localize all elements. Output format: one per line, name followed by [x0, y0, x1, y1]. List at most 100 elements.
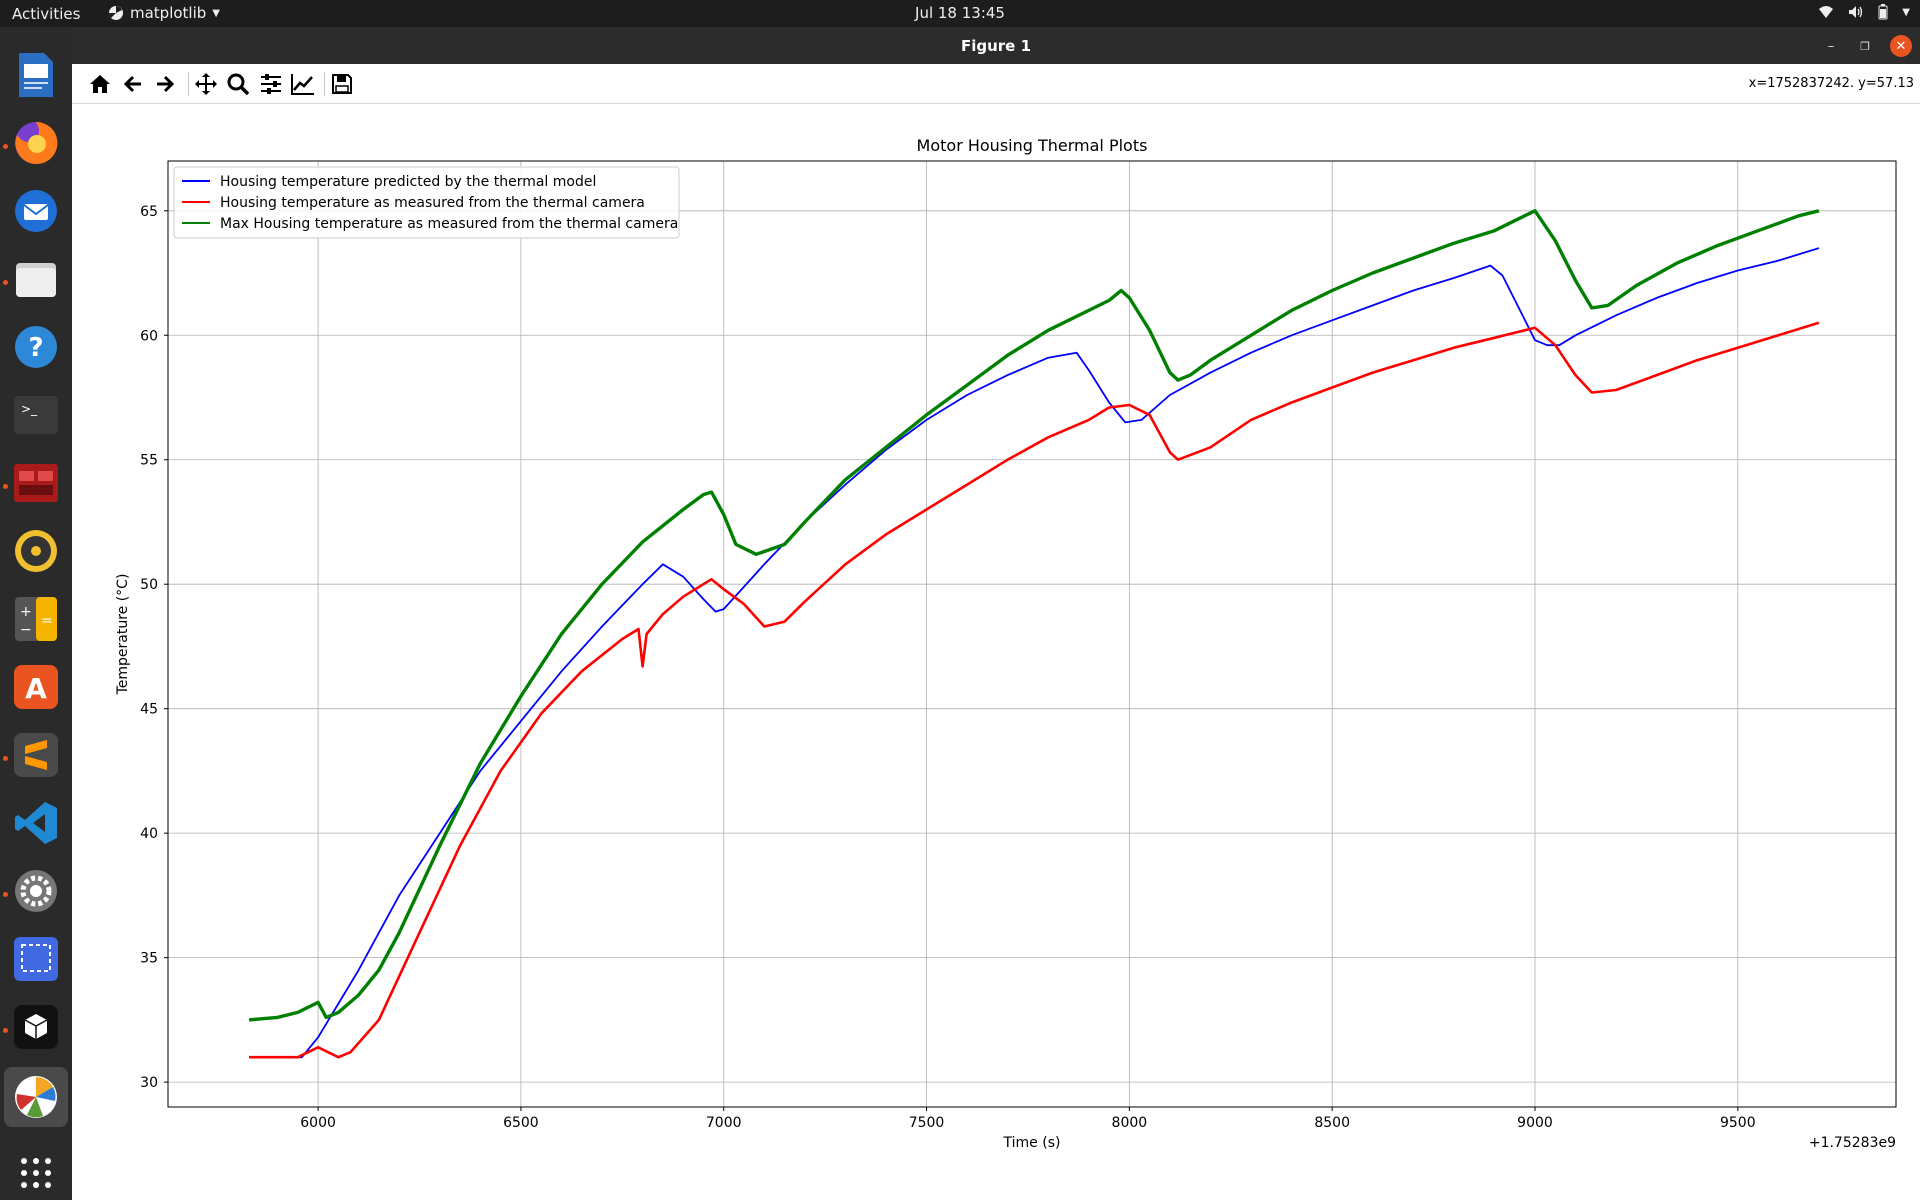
running-indicator [3, 144, 8, 149]
red-app-icon[interactable] [10, 457, 62, 509]
legend-entry-label: Max Housing temperature as measured from… [220, 216, 678, 232]
top-bar: Activities matplotlib ▼ Jul 18 13:45 ▼ [0, 0, 1920, 27]
svg-text:>_: >_ [21, 402, 38, 416]
chart-title: Motor Housing Thermal Plots [917, 136, 1148, 155]
series-lines [248, 209, 1820, 1059]
legend-entry-label: Housing temperature as measured from the… [220, 195, 645, 211]
activities-button[interactable]: Activities [12, 5, 81, 23]
zoom-icon [227, 73, 249, 95]
power-menu-chevron-icon: ▼ [1902, 6, 1910, 18]
y-tick-label: 55 [140, 453, 158, 469]
save-button[interactable] [328, 70, 356, 98]
close-icon: ✕ [1895, 38, 1907, 54]
y-axis-label: Temperature (°C) [115, 574, 131, 696]
back-icon [123, 75, 141, 93]
app-menu[interactable]: matplotlib ▼ [108, 4, 220, 22]
firefox-icon[interactable] [10, 117, 62, 169]
matplotlib-dock-icon[interactable] [4, 1067, 68, 1127]
configure-subplots-button[interactable] [257, 70, 285, 98]
wifi-icon [1819, 6, 1834, 18]
figure-canvas[interactable]: 6000 6500 7000 7500 8000 8500 9000 9500 30 35 40 45… [72, 104, 1920, 1200]
running-indicator [3, 484, 8, 489]
svg-text:−: − [20, 622, 32, 638]
y-tick-label: 40 [140, 826, 158, 842]
y-tick-label: 30 [140, 1075, 158, 1091]
y-tick-label: 60 [140, 328, 158, 344]
svg-text:?: ? [28, 333, 43, 363]
restore-icon: ❐ [1860, 39, 1870, 53]
configure-subplots-icon [261, 74, 281, 94]
files-icon[interactable] [10, 253, 62, 305]
zoom-button[interactable] [224, 70, 252, 98]
close-button[interactable]: ✕ [1890, 35, 1912, 57]
x-tick-label: 7500 [909, 1115, 945, 1131]
y-tick-label: 35 [140, 951, 158, 967]
y-tick-label: 50 [140, 577, 158, 593]
x-tick-label: 8000 [1112, 1115, 1148, 1131]
calculator-icon[interactable]: + − = [10, 593, 62, 645]
minimize-button[interactable]: – [1820, 35, 1842, 57]
terminal-icon[interactable]: >_ [10, 389, 62, 441]
x-axis-offset-label: +1.75283e9 [1809, 1135, 1896, 1151]
libreoffice-writer-icon[interactable] [10, 49, 62, 101]
dock: ? >_ + − = A [0, 27, 72, 1200]
series-line-1 [249, 247, 1820, 1059]
window-title: Figure 1 [960, 37, 1032, 55]
app-menu-label: matplotlib [130, 4, 207, 22]
series-line-3 [248, 209, 1820, 1022]
running-indicator [3, 280, 8, 285]
minimize-icon: – [1827, 38, 1835, 54]
x-tick-label: 9500 [1720, 1115, 1756, 1131]
volume-icon [1849, 6, 1863, 18]
pan-icon [195, 73, 217, 95]
svg-text:+: + [20, 604, 32, 620]
x-axis-label: Time (s) [1003, 1135, 1061, 1151]
axis-ticks: 6000 6500 7000 7500 8000 8500 9000 9500 30 35 40 45… [140, 204, 1755, 1131]
pan-button[interactable] [192, 70, 220, 98]
battery-icon [1878, 4, 1888, 20]
axes-frame [167, 160, 1897, 1108]
svg-text:A: A [25, 672, 47, 705]
toolbar-separator [324, 72, 325, 96]
x-tick-label: 7000 [706, 1115, 742, 1131]
rhythmbox-icon[interactable] [10, 525, 62, 577]
settings-icon[interactable] [10, 865, 62, 917]
running-indicator [3, 756, 8, 761]
screenshot-icon[interactable] [10, 933, 62, 985]
thermal-chart[interactable]: 6000 6500 7000 7500 8000 8500 9000 9500 30 35 40 45… [72, 104, 1920, 1200]
legend-box [173, 166, 680, 239]
forward-icon [157, 75, 175, 93]
edit-axis-button[interactable] [289, 70, 317, 98]
home-button[interactable] [86, 70, 114, 98]
cube-app-icon[interactable] [10, 1001, 62, 1053]
system-tray[interactable]: ▼ [1818, 4, 1910, 20]
cursor-coordinates: x=1752837242. y=57.13 [1748, 76, 1914, 91]
edit-axis-icon [291, 74, 314, 95]
legend[interactable]: Housing temperature predicted by the the… [173, 166, 680, 239]
vscode-icon[interactable] [10, 797, 62, 849]
running-indicator [3, 892, 8, 897]
show-applications-icon[interactable] [10, 1147, 62, 1199]
svg-text:=: = [41, 613, 53, 629]
running-indicator [3, 1028, 8, 1033]
matplotlib-app-icon [108, 6, 123, 20]
navigation-toolbar: x=1752837242. y=57.13 [72, 64, 1920, 104]
home-icon [90, 75, 110, 93]
legend-entry-label: Housing temperature predicted by the the… [220, 174, 596, 190]
x-tick-label: 8500 [1314, 1115, 1350, 1131]
toolbar-separator [188, 72, 189, 96]
clock[interactable]: Jul 18 13:45 [915, 4, 1005, 22]
forward-button[interactable] [151, 70, 179, 98]
back-button[interactable] [119, 70, 147, 98]
maximize-button[interactable]: ❐ [1854, 35, 1876, 57]
save-icon [332, 74, 352, 94]
y-tick-label: 45 [140, 702, 158, 718]
x-tick-label: 6000 [300, 1115, 336, 1131]
series-line-2 [249, 321, 1820, 1059]
sublime-text-icon[interactable] [10, 729, 62, 781]
grid [168, 161, 1896, 1107]
thunderbird-icon[interactable] [10, 185, 62, 237]
app-center-icon[interactable]: A [10, 661, 62, 713]
window-titlebar[interactable]: Figure 1 – ❐ ✕ [72, 27, 1920, 64]
help-icon[interactable]: ? [10, 321, 62, 373]
